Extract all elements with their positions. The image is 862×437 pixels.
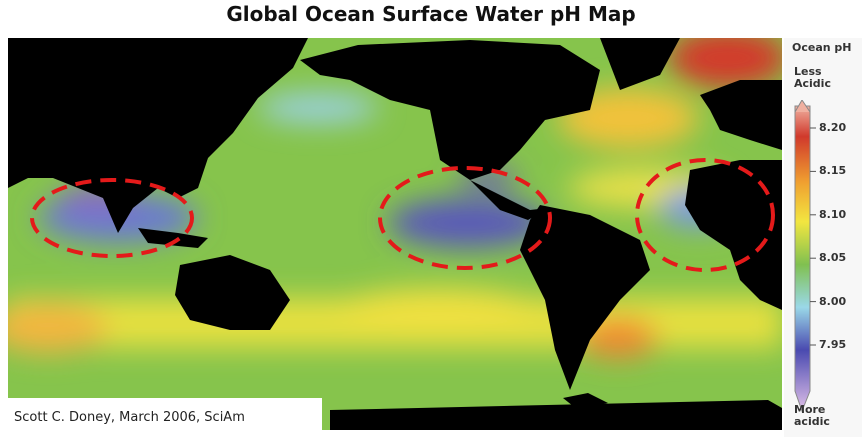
ring: [378, 166, 552, 270]
tick-label: 8.15: [819, 164, 847, 178]
credit: Scott C. Doney, March 2006, SciAm: [0, 398, 322, 437]
colorbar: [794, 100, 816, 413]
highlight-rings: [30, 158, 775, 272]
legend-top-label: Less Acidic: [794, 65, 831, 90]
ring: [635, 158, 775, 272]
legend-title: Ocean pH: [792, 41, 852, 54]
colorbar-cap: [794, 100, 811, 113]
tick-label: 8.20: [819, 121, 847, 134]
colorbar-ramp: [794, 105, 811, 413]
title: Global Ocean Surface Water pH Map: [226, 2, 636, 26]
legend: Ocean pH Less Acidic 8.20 8.15 8.10 8.05 8.0…: [784, 38, 862, 437]
legend-bottom-label: More acidic: [794, 403, 830, 428]
tick-label: 8.05: [819, 251, 847, 265]
map: [8, 38, 782, 430]
tick-label: 8.10: [819, 207, 847, 221]
ring: [30, 178, 194, 258]
tick-label: 8.00: [819, 294, 847, 308]
tick-label: 7.95: [819, 338, 847, 351]
